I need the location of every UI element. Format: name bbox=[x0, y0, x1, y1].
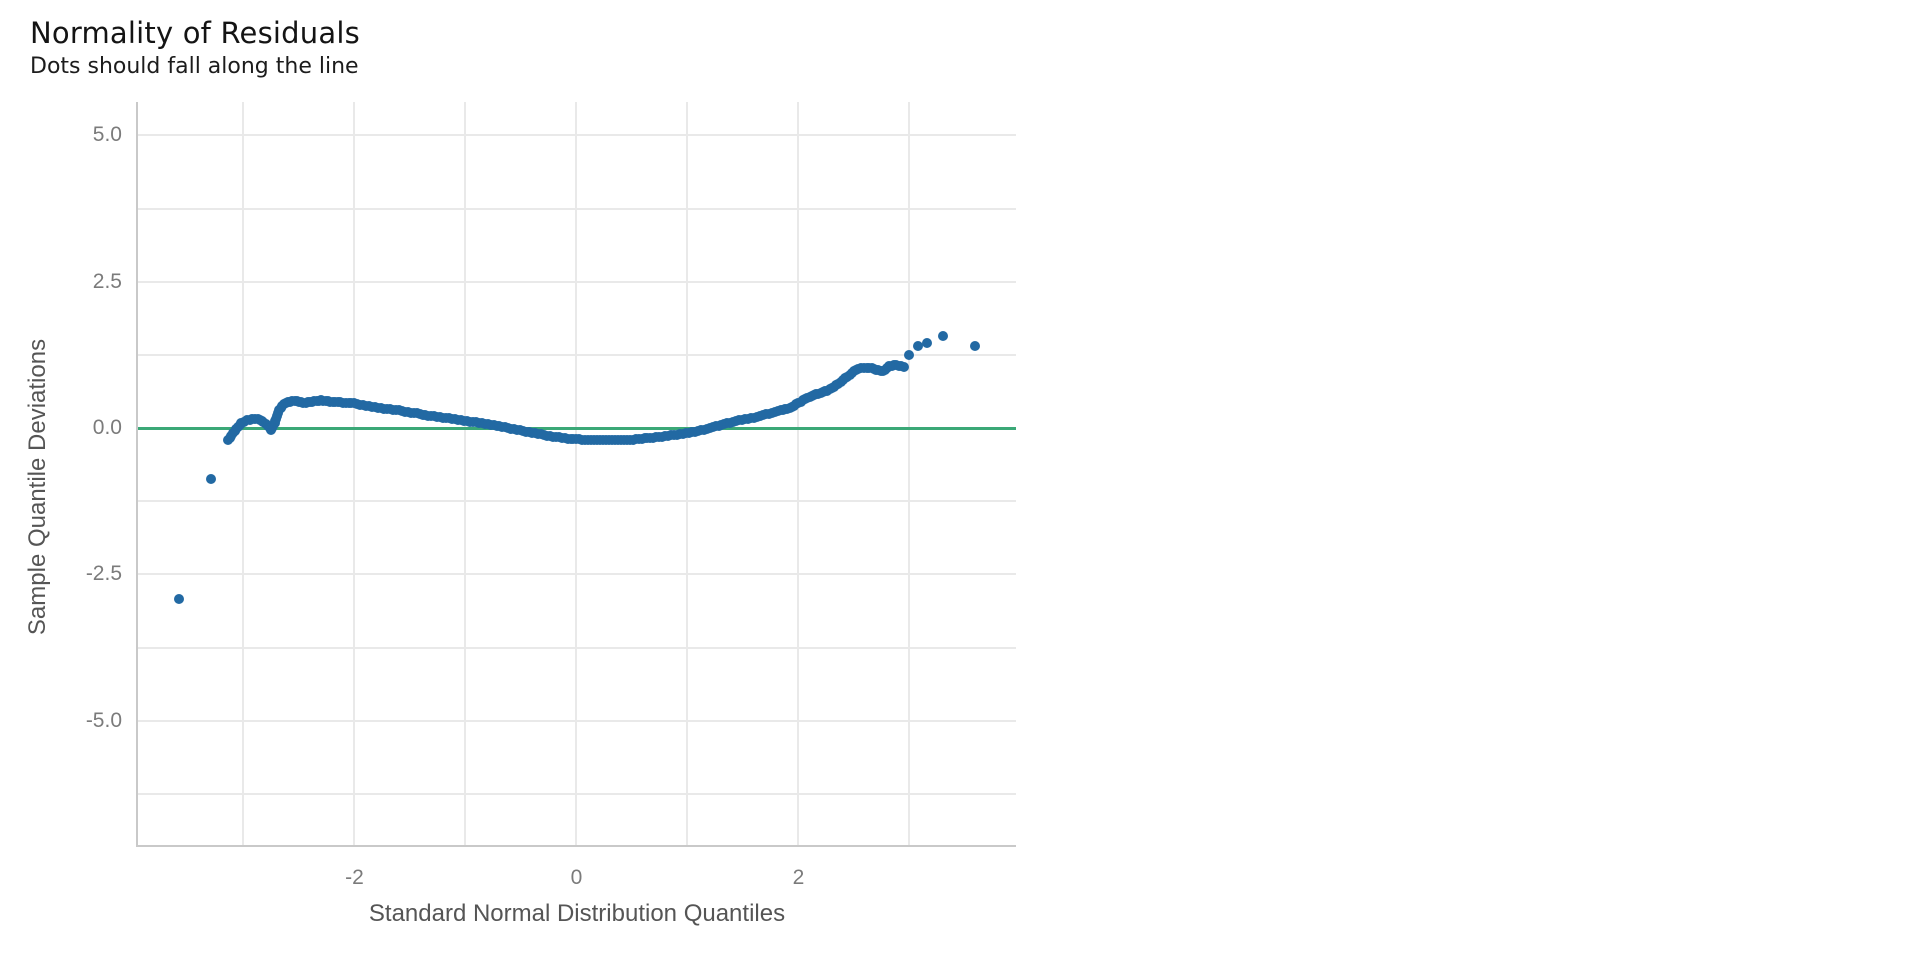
y-gridline bbox=[138, 792, 1016, 795]
x-gridline bbox=[464, 102, 467, 846]
data-point bbox=[206, 473, 217, 484]
x-gridline bbox=[575, 102, 578, 846]
chart-subtitle: Dots should fall along the line bbox=[30, 54, 359, 79]
data-point bbox=[898, 362, 909, 373]
x-tick-label: 0 bbox=[570, 866, 583, 889]
y-gridline bbox=[138, 134, 1016, 137]
x-gridline bbox=[797, 102, 800, 846]
x-gridline bbox=[908, 102, 911, 846]
data-point bbox=[904, 349, 915, 360]
y-tick-label: 5.0 bbox=[92, 123, 122, 147]
data-point bbox=[174, 593, 185, 604]
zero-reference-line bbox=[138, 426, 1016, 430]
x-axis-line bbox=[136, 845, 1016, 847]
y-axis-line bbox=[136, 102, 138, 846]
y-gridline bbox=[138, 573, 1016, 576]
plot-area bbox=[138, 102, 1016, 846]
y-gridline bbox=[138, 207, 1016, 210]
y-gridline bbox=[138, 353, 1016, 356]
y-gridline bbox=[138, 646, 1016, 649]
data-point bbox=[937, 331, 948, 342]
data-point bbox=[913, 341, 924, 352]
y-axis-title: Sample Quantile Deviations bbox=[24, 338, 51, 636]
y-tick-label: 2.5 bbox=[92, 269, 122, 293]
x-axis-title: Standard Normal Distribution Quantiles bbox=[368, 900, 786, 927]
y-gridline bbox=[138, 719, 1016, 722]
y-gridline bbox=[138, 500, 1016, 503]
x-tick-label: 2 bbox=[792, 866, 805, 889]
x-gridline bbox=[353, 102, 356, 846]
data-point bbox=[922, 337, 933, 348]
y-tick-label: 0.0 bbox=[92, 416, 122, 440]
x-tick-label: -2 bbox=[345, 866, 364, 889]
x-gridline bbox=[242, 102, 245, 846]
y-gridline bbox=[138, 280, 1016, 283]
y-tick-label: -5.0 bbox=[85, 708, 122, 732]
chart-title: Normality of Residuals bbox=[30, 16, 360, 50]
y-tick-label: -2.5 bbox=[85, 562, 122, 586]
data-point bbox=[969, 341, 980, 352]
x-gridline bbox=[686, 102, 689, 846]
